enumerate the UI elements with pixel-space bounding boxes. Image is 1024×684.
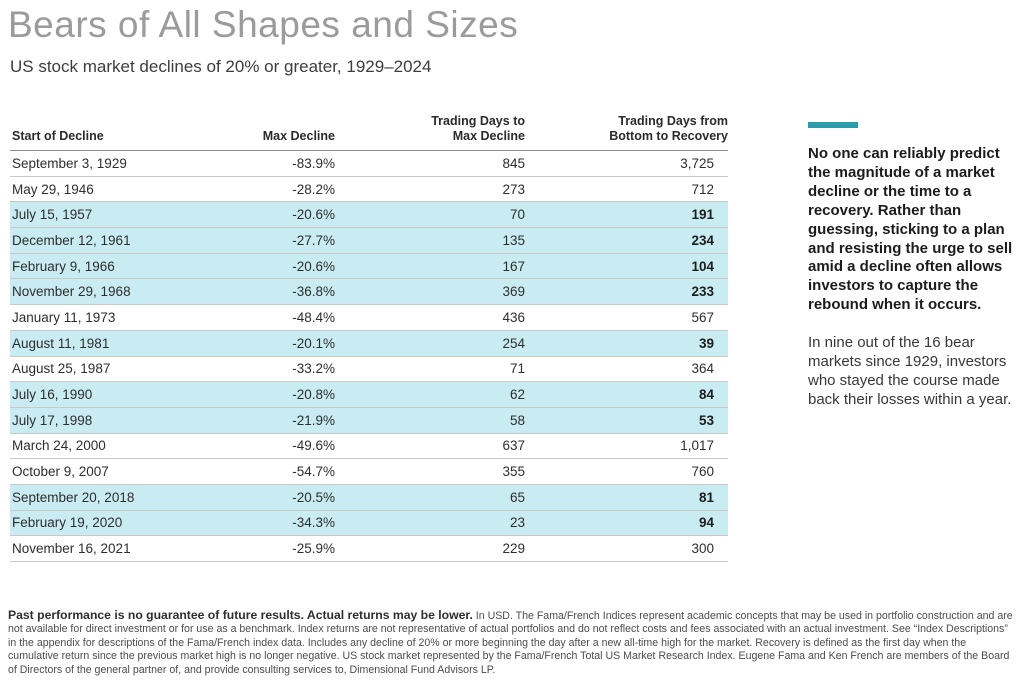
table-row: August 11, 1981 -20.1% 254 39	[10, 330, 728, 357]
cell-max-decline: -54.7%	[230, 458, 335, 485]
cell-start-of-decline: October 9, 2007	[10, 458, 230, 485]
cell-days-to-recovery: 760	[525, 458, 728, 485]
cell-start-of-decline: September 20, 2018	[10, 484, 230, 511]
cell-max-decline: -20.8%	[230, 381, 335, 408]
cell-max-decline: -20.5%	[230, 484, 335, 511]
cell-start-of-decline: May 29, 1946	[10, 176, 230, 203]
cell-days-to-max: 58	[335, 407, 525, 434]
cell-max-decline: -48.4%	[230, 304, 335, 331]
table-row: December 12, 1961 -27.7% 135 234	[10, 227, 728, 254]
cell-max-decline: -20.1%	[230, 330, 335, 357]
cell-max-decline: -83.9%	[230, 150, 335, 177]
cell-days-to-max: 23	[335, 510, 525, 537]
accent-dash	[808, 122, 858, 128]
cell-max-decline: -20.6%	[230, 201, 335, 229]
cell-start-of-decline: December 12, 1961	[10, 227, 230, 254]
callout-regular-text: In nine out of the 16 bear markets since…	[808, 334, 1012, 408]
cell-days-to-max: 135	[335, 227, 525, 254]
column-header: Trading Days to Max Decline	[335, 114, 525, 151]
cell-days-to-max: 71	[335, 356, 525, 383]
cell-start-of-decline: July 17, 1998	[10, 407, 230, 434]
table-row: November 29, 1968 -36.8% 369 233	[10, 278, 728, 306]
cell-days-to-recovery: 84	[525, 381, 728, 408]
cell-start-of-decline: August 11, 1981	[10, 330, 230, 357]
footnote: Past performance is no guarantee of futu…	[8, 608, 1018, 677]
cell-max-decline: -25.9%	[230, 535, 335, 562]
cell-days-to-recovery: 300	[525, 535, 728, 562]
table-row: November 16, 2021 -25.9% 229 300	[10, 535, 728, 562]
cell-days-to-recovery: 104	[525, 253, 728, 280]
table-row: September 3, 1929 -83.9% 845 3,725	[10, 150, 728, 177]
footnote-bold-lead: Past performance is no guarantee of futu…	[8, 608, 473, 622]
cell-max-decline: -28.2%	[230, 176, 335, 203]
cell-days-to-recovery: 1,017	[525, 433, 728, 460]
page-subtitle: US stock market declines of 20% or great…	[10, 57, 432, 76]
cell-days-to-max: 369	[335, 278, 525, 306]
cell-days-to-recovery: 3,725	[525, 150, 728, 177]
cell-days-to-recovery: 94	[525, 510, 728, 537]
cell-start-of-decline: July 16, 1990	[10, 381, 230, 408]
footnote-body: In USD. The Fama/French Indices represen…	[8, 610, 1013, 676]
column-header: Max Decline	[230, 114, 335, 151]
cell-days-to-max: 637	[335, 433, 525, 460]
cell-days-to-max: 845	[335, 150, 525, 177]
column-header: Start of Decline	[10, 114, 230, 151]
cell-days-to-max: 62	[335, 381, 525, 408]
cell-days-to-max: 229	[335, 535, 525, 562]
cell-max-decline: -34.3%	[230, 510, 335, 537]
cell-days-to-max: 70	[335, 201, 525, 229]
table-row: July 16, 1990 -20.8% 62 84	[10, 381, 728, 408]
table-row: October 9, 2007 -54.7% 355 760	[10, 458, 728, 485]
cell-max-decline: -49.6%	[230, 433, 335, 460]
cell-max-decline: -33.2%	[230, 356, 335, 383]
cell-start-of-decline: August 25, 1987	[10, 356, 230, 383]
cell-start-of-decline: January 11, 1973	[10, 304, 230, 331]
cell-days-to-recovery: 567	[525, 304, 728, 331]
cell-days-to-max: 167	[335, 253, 525, 280]
table-row: March 24, 2000 -49.6% 637 1,017	[10, 433, 728, 460]
cell-start-of-decline: February 19, 2020	[10, 510, 230, 537]
cell-start-of-decline: September 3, 1929	[10, 150, 230, 177]
callout-panel: No one can reliably predict the magnitud…	[808, 122, 1020, 410]
callout-bold-text: No one can reliably predict the magnitud…	[808, 145, 1013, 314]
cell-start-of-decline: July 15, 1957	[10, 201, 230, 229]
cell-days-to-max: 273	[335, 176, 525, 203]
table-row: July 15, 1957 -20.6% 70 191	[10, 201, 728, 229]
cell-start-of-decline: February 9, 1966	[10, 253, 230, 280]
cell-days-to-max: 254	[335, 330, 525, 357]
cell-start-of-decline: November 16, 2021	[10, 535, 230, 562]
cell-days-to-recovery: 364	[525, 356, 728, 383]
cell-days-to-recovery: 53	[525, 407, 728, 434]
table-row: September 20, 2018 -20.5% 65 81	[10, 484, 728, 511]
cell-days-to-max: 436	[335, 304, 525, 331]
cell-days-to-recovery: 233	[525, 278, 728, 306]
cell-days-to-max: 355	[335, 458, 525, 485]
table-row: February 19, 2020 -34.3% 23 94	[10, 510, 728, 537]
cell-max-decline: -20.6%	[230, 253, 335, 280]
cell-start-of-decline: March 24, 2000	[10, 433, 230, 460]
table-header-row: Start of Decline Max Decline Trading Days …	[10, 114, 728, 151]
cell-days-to-recovery: 39	[525, 330, 728, 357]
cell-max-decline: -27.7%	[230, 227, 335, 254]
table-row: August 25, 1987 -33.2% 71 364	[10, 356, 728, 383]
bear-markets-table: Start of Decline Max Decline Trading Days …	[10, 114, 728, 562]
cell-days-to-recovery: 712	[525, 176, 728, 203]
column-header: Trading Days from Bottom to Recovery	[525, 114, 728, 151]
cell-days-to-recovery: 81	[525, 484, 728, 511]
cell-max-decline: -21.9%	[230, 407, 335, 434]
table-row: February 9, 1966 -20.6% 167 104	[10, 253, 728, 280]
table-row: January 11, 1973 -48.4% 436 567	[10, 304, 728, 331]
table-row: July 17, 1998 -21.9% 58 53	[10, 407, 728, 434]
cell-days-to-recovery: 234	[525, 227, 728, 254]
cell-days-to-max: 65	[335, 484, 525, 511]
cell-start-of-decline: November 29, 1968	[10, 278, 230, 306]
cell-max-decline: -36.8%	[230, 278, 335, 306]
table-row: May 29, 1946 -28.2% 273 712	[10, 176, 728, 203]
cell-days-to-recovery: 191	[525, 201, 728, 229]
page-title: Bears of All Shapes and Sizes	[8, 4, 519, 45]
